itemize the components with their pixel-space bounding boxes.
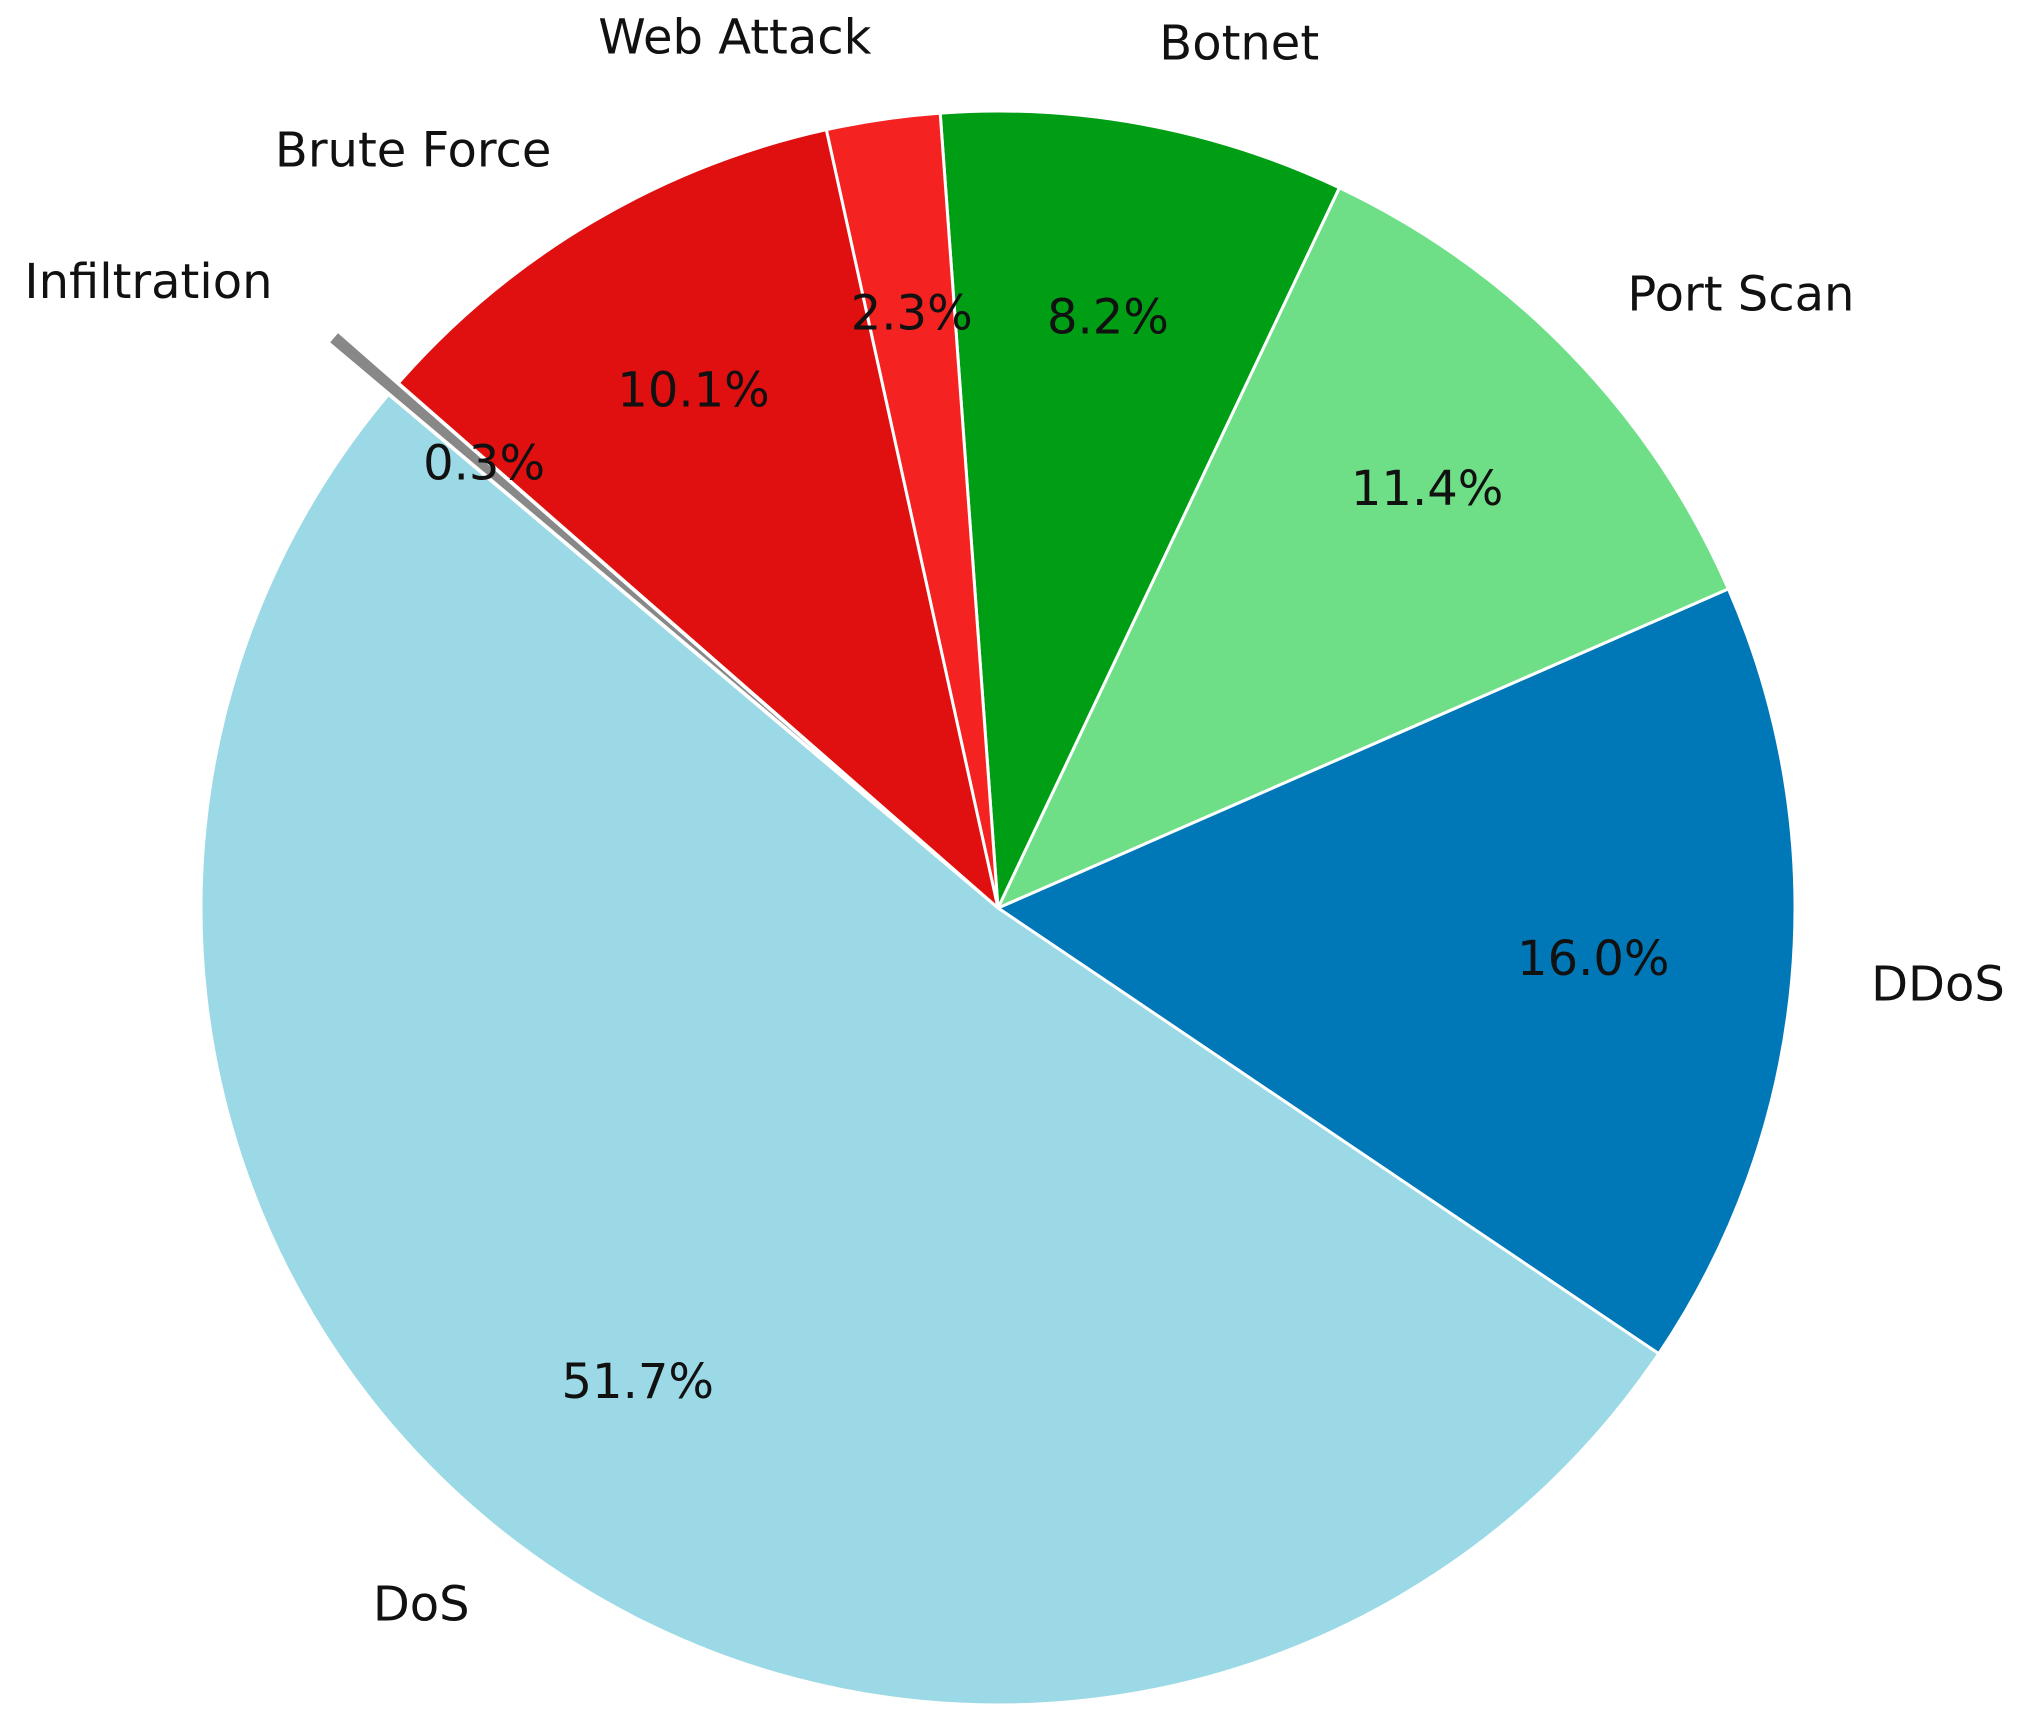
- slice-value-label: 16.0%: [1517, 931, 1669, 987]
- slice-label: Infiltration: [24, 254, 272, 310]
- slice-value-label: 2.3%: [851, 286, 973, 342]
- slice-value-label: 51.7%: [562, 1354, 714, 1410]
- pie-slice: [199, 392, 1661, 1707]
- pie-slice: [996, 587, 1797, 1356]
- slice-value-label: 0.3%: [423, 436, 545, 492]
- slice-label: Web Attack: [598, 9, 871, 65]
- pie-slice: [938, 109, 1341, 910]
- slice-label: Brute Force: [275, 123, 552, 179]
- slice-value-label: 11.4%: [1351, 461, 1503, 517]
- slice-value-label: 10.1%: [617, 363, 769, 419]
- slice-label: DoS: [373, 1577, 470, 1633]
- pie-slice: [326, 329, 940, 858]
- pie-slice: [996, 186, 1730, 910]
- pie-slice: [396, 128, 1000, 910]
- slice-value-label: 8.2%: [1047, 289, 1169, 345]
- slice-label: DDoS: [1871, 956, 2005, 1012]
- slice-label: Port Scan: [1627, 267, 1854, 323]
- slice-label: Botnet: [1159, 15, 1319, 71]
